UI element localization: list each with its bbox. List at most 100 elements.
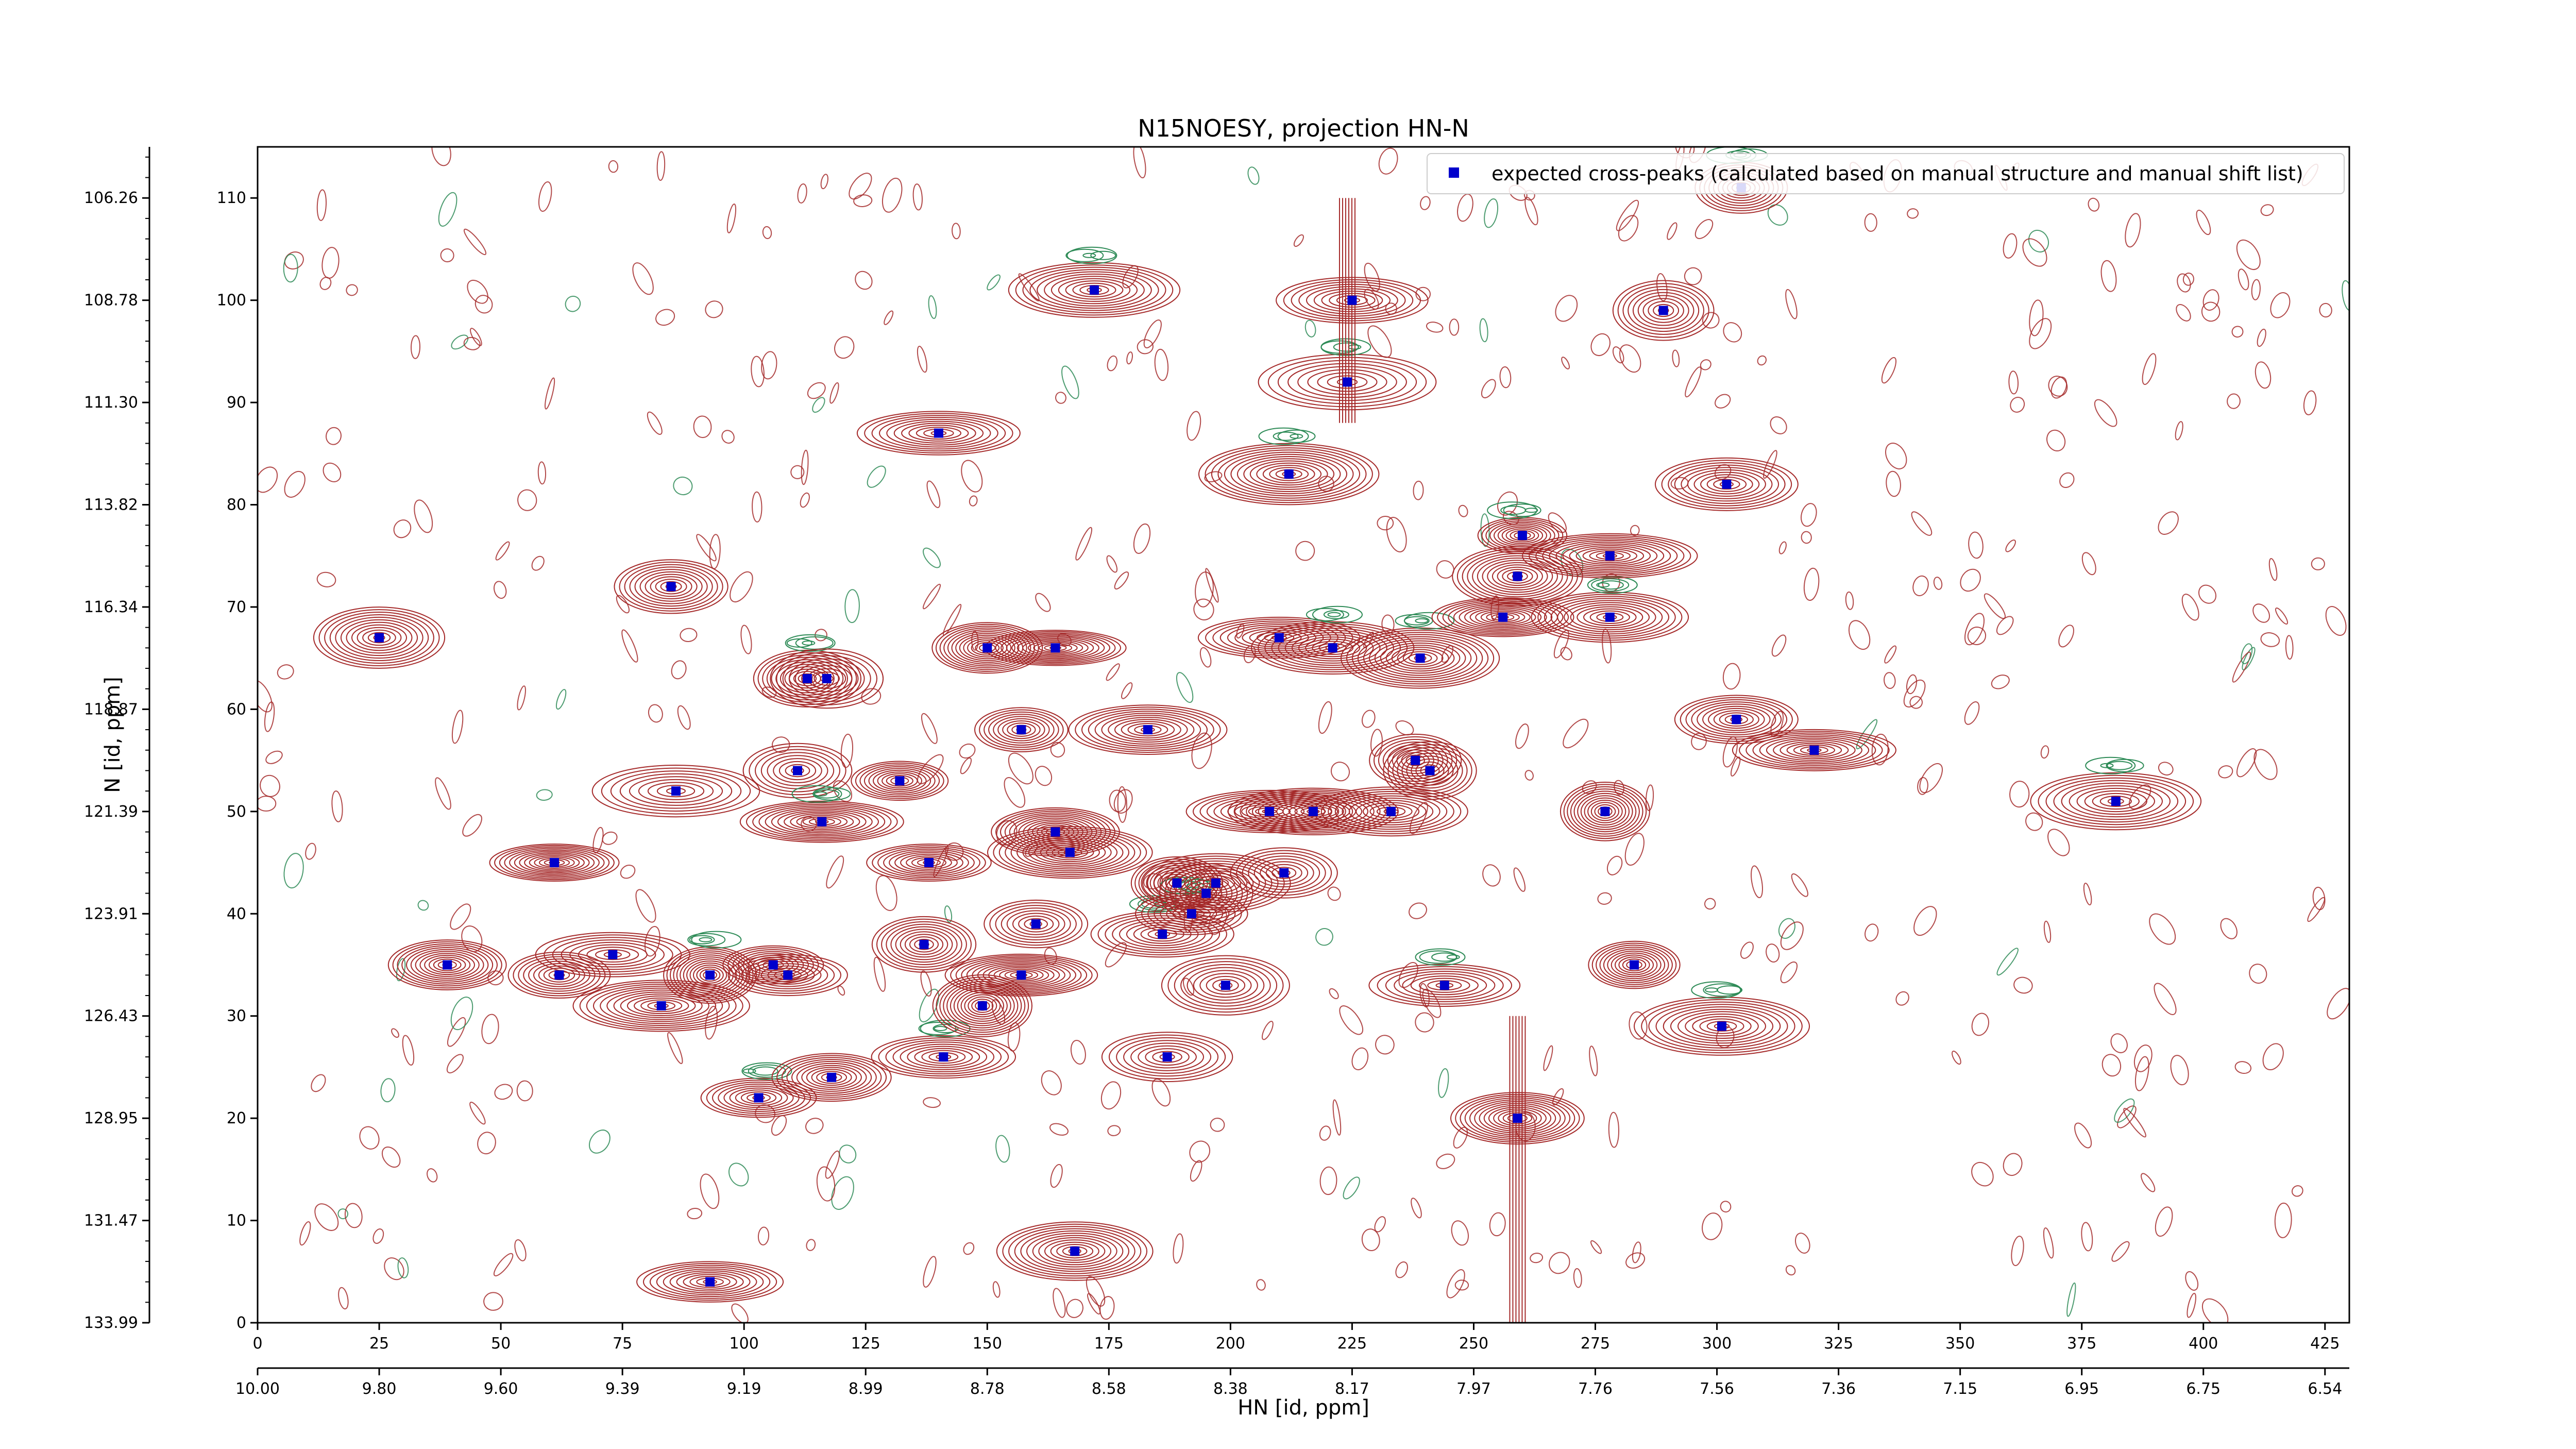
contour-ring — [1327, 375, 1368, 389]
contour-ring — [1220, 799, 1318, 824]
contour-ring — [855, 762, 944, 799]
peak-marker — [919, 939, 929, 949]
contour-ring — [1050, 1241, 1099, 1261]
peak-marker — [1050, 827, 1060, 837]
noise-contour — [1049, 1123, 1069, 1136]
contour-ring — [1510, 530, 1535, 541]
contour-ring — [1346, 629, 1495, 687]
noise-contour — [2236, 239, 2261, 270]
noise-contour — [2029, 318, 2052, 349]
contour-ring — [318, 609, 440, 666]
contour-ring — [904, 934, 944, 955]
contour-ring — [1161, 955, 1290, 1016]
noise-contour — [2047, 829, 2070, 856]
contour-ring — [1383, 741, 1477, 800]
contour-ring — [739, 800, 904, 843]
noise-contour — [1256, 1279, 1266, 1291]
noise-contour — [1694, 219, 1714, 239]
x-tick-label: 275 — [1581, 1335, 1610, 1353]
contour-ring — [1469, 608, 1536, 627]
y-ppm-tick-label: 128.95 — [84, 1109, 138, 1127]
contour-ring — [1152, 1051, 1182, 1063]
contour-ring — [1206, 975, 1246, 995]
noise-contour — [2227, 393, 2241, 409]
peak-contour-group — [987, 826, 1153, 879]
contour-ring — [936, 976, 1029, 1035]
noise-contour — [2081, 552, 2096, 576]
contour-ring — [767, 968, 808, 983]
noise-contour — [2270, 292, 2291, 318]
contour-ring — [1589, 610, 1630, 625]
contour-ring — [1617, 283, 1709, 338]
contour-ring — [367, 632, 391, 644]
peak-contour-group — [1258, 338, 1437, 411]
contour-ring — [1488, 1106, 1547, 1130]
noise-contour — [2133, 1044, 2153, 1072]
noise-contour — [1771, 634, 1787, 657]
noise-contour — [2046, 429, 2066, 451]
contour-ring — [1501, 527, 1544, 544]
noise-contour — [2008, 370, 2019, 395]
contour-ring — [971, 640, 1004, 656]
contour-ring — [727, 947, 819, 983]
contour-ring — [794, 662, 859, 696]
noise-contour — [2083, 883, 2092, 905]
contour-ring — [1272, 867, 1297, 879]
noise-contour — [1451, 1220, 1469, 1246]
contour-ring — [1560, 782, 1650, 841]
noise-contour — [834, 336, 855, 359]
contour-ring — [1202, 878, 1229, 889]
noise-contour — [740, 625, 752, 654]
noise-contour — [923, 547, 941, 568]
contour-ring — [561, 939, 665, 970]
contour-ring — [944, 953, 1098, 997]
contour-ring — [1719, 712, 1754, 727]
contour-ring — [883, 848, 975, 877]
peak-marker — [2111, 797, 2121, 806]
contour-ring — [801, 1065, 862, 1090]
contour-ring — [1745, 732, 1883, 768]
noise-contour — [326, 427, 342, 445]
noise-contour — [797, 183, 807, 204]
noise-contour — [1482, 864, 1501, 887]
noise-contour — [536, 789, 553, 801]
y-tick-label: 30 — [227, 1007, 246, 1025]
contour-ring — [1269, 467, 1309, 481]
noise-contour — [260, 774, 280, 797]
contour-ring — [814, 671, 840, 686]
contour-ring — [886, 775, 913, 787]
noise-contour — [620, 865, 636, 879]
noise-contour — [917, 346, 927, 373]
x-tick-label: 325 — [1824, 1335, 1853, 1353]
noise-contour — [316, 571, 336, 587]
noise-contour — [1645, 784, 1654, 812]
noise-contour — [555, 689, 567, 710]
contour-ring — [1713, 710, 1759, 729]
contour-ring — [1460, 1096, 1575, 1141]
noise-contour — [1066, 1299, 1083, 1318]
noise-contour — [1884, 645, 1897, 664]
peak-contour-group — [856, 411, 1021, 456]
plot-background — [258, 147, 2349, 1323]
contour-ring — [931, 622, 1043, 674]
peak-contour-group — [1732, 729, 1896, 771]
contour-ring — [1328, 791, 1454, 832]
contour-ring — [1485, 520, 1560, 551]
contour-ring — [1090, 911, 1234, 958]
contour-ring — [1406, 755, 1454, 786]
contour-ring — [519, 852, 590, 873]
contour-ring — [1580, 795, 1630, 828]
contour-ring — [796, 1063, 867, 1092]
negative-contour — [1258, 427, 1309, 445]
contour-ring — [2076, 787, 2155, 815]
noise-contour — [384, 1257, 404, 1280]
noise-contour — [1911, 511, 1933, 536]
noise-contour — [438, 192, 457, 227]
noise-contour — [2232, 651, 2251, 683]
negative-contour — [1691, 981, 1742, 999]
contour-ring — [600, 987, 723, 1024]
noise-contour — [2100, 260, 2117, 292]
noise-contour — [1606, 855, 1623, 875]
noise-contour — [1543, 1045, 1553, 1071]
contour-ring — [1708, 707, 1765, 731]
